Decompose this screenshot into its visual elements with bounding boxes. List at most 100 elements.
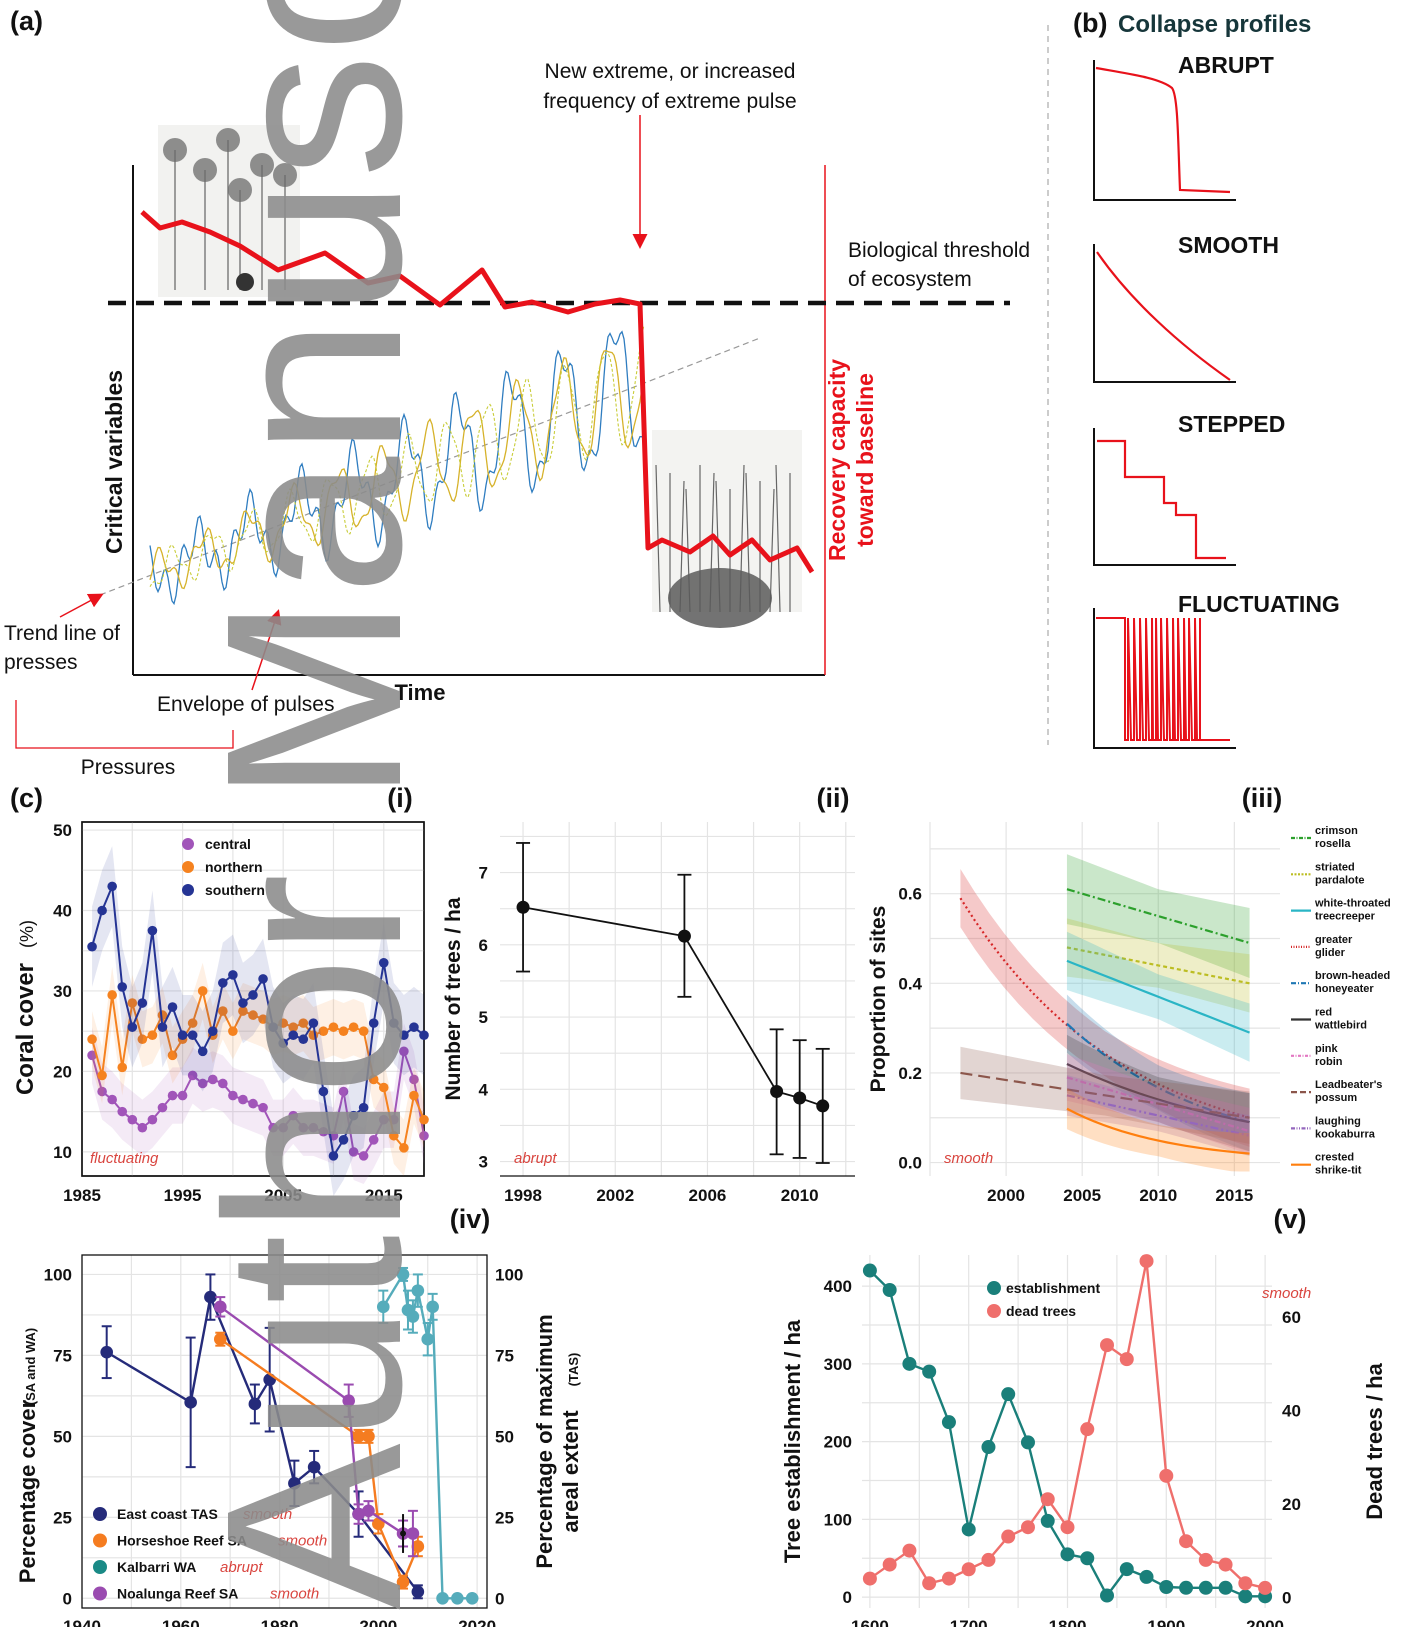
point-southern: [248, 990, 258, 1000]
chart-i-label: (i): [387, 783, 412, 813]
point-establishment: [1198, 1580, 1213, 1595]
y-axis-unit: (%): [17, 920, 37, 948]
point-central: [117, 1106, 128, 1117]
legend-label-line2: possum: [1315, 1092, 1357, 1104]
point-northern: [87, 1034, 97, 1045]
point-northern: [328, 1022, 339, 1032]
chart-v-label: (v): [1274, 1204, 1307, 1234]
watermark: Author Manuscript: [174, 0, 453, 1610]
point-northern: [358, 1026, 369, 1036]
tree-crown: [250, 153, 274, 177]
point-establishment: [1080, 1551, 1095, 1566]
point-East coast TAS: [307, 1460, 321, 1474]
point-Noalunga Reef SA: [352, 1507, 365, 1521]
point-establishment: [1159, 1580, 1174, 1595]
point-northern: [419, 1114, 429, 1125]
point-establishment: [1119, 1562, 1134, 1577]
extreme-annotation-2: frequency of extreme pulse: [543, 90, 796, 113]
point-northern: [248, 1010, 258, 1020]
point-southern: [378, 957, 389, 968]
legend-label-line1: Leadbeater's: [1315, 1079, 1382, 1091]
point-southern: [87, 941, 97, 952]
point-southern: [348, 1110, 359, 1121]
point-southern: [207, 1026, 218, 1036]
point-Kalbarri WA: [451, 1591, 464, 1605]
point-central: [248, 1098, 258, 1109]
legend-label-Noalunga Reef SA: Noalunga Reef SA: [117, 1586, 238, 1602]
legend-swatch-East coast TAS: [93, 1507, 107, 1521]
point-central: [147, 1114, 158, 1125]
point-northern: [97, 1070, 107, 1081]
panel-a-ylabel: Critical variables: [101, 370, 127, 554]
point-dead trees: [961, 1562, 976, 1577]
legend-label-line1: laughing: [1315, 1115, 1361, 1127]
point-dead trees: [1100, 1338, 1115, 1353]
x-tick-label: 2000: [359, 1617, 397, 1627]
profile-fluctuating: FLUCTUATING: [1093, 591, 1340, 749]
point-East coast TAS: [184, 1396, 197, 1409]
point-Kalbarri WA: [396, 1268, 410, 1281]
regrowth-mound: [668, 568, 772, 628]
point-dead trees: [1001, 1529, 1016, 1544]
point-central: [348, 1147, 359, 1157]
panel-b-title: Collapse profiles: [1118, 11, 1311, 38]
point-central: [127, 1114, 138, 1125]
y-tick-label: 75: [53, 1346, 72, 1365]
collapsed-forest-image: [652, 430, 802, 628]
point-Kalbarri WA: [411, 1284, 425, 1297]
legend-label-line1: red: [1315, 1007, 1332, 1019]
point-central: [218, 1078, 228, 1089]
point-dead trees: [922, 1576, 937, 1591]
plot-border: [81, 1254, 488, 1609]
point-establishment: [981, 1440, 996, 1455]
envelope-arrow: [251, 609, 282, 691]
point-northern: [378, 1082, 389, 1093]
legend-swatch-Noalunga Reef SA: [93, 1586, 107, 1601]
panel-a-label: (a): [10, 6, 43, 36]
dead-tree: [655, 464, 661, 613]
point-Noalunga Reef SA: [342, 1394, 356, 1408]
point-northern: [288, 1022, 299, 1032]
y2-tick-label: 50: [495, 1427, 514, 1446]
y-tick-label: 7: [479, 864, 488, 883]
legend-label-line2: robin: [1315, 1056, 1343, 1068]
point-northern: [318, 1026, 329, 1036]
point-southern: [358, 1102, 369, 1113]
point-northern: [338, 1026, 349, 1036]
y-tick-label: 0: [843, 1588, 852, 1607]
x-tick-label: 1900: [1147, 1617, 1185, 1627]
legend-label-line1: striated: [1315, 861, 1355, 873]
pulse-series-blue: [149, 330, 645, 606]
x-tick-label: 1600: [851, 1617, 889, 1627]
chart-iii-label: (iii): [1242, 783, 1283, 813]
panel-a: (a) New extreme, or increased frequency …: [4, 6, 1030, 779]
y2-tick-label: 25: [495, 1508, 514, 1527]
point-southern: [338, 1134, 349, 1145]
legend-label-line2: treecreeper: [1315, 911, 1376, 923]
point-dead trees: [1159, 1468, 1174, 1483]
point-southern: [368, 1018, 379, 1028]
x-tick-label: 2010: [781, 1186, 819, 1205]
point-northern: [167, 1050, 178, 1061]
point-southern: [258, 974, 268, 984]
point-establishment: [922, 1364, 937, 1379]
legend-label-Horseshoe Reef SA: Horseshoe Reef SA: [117, 1533, 247, 1549]
legend-swatch-northern: [182, 861, 194, 873]
point-northern: [107, 990, 117, 1000]
legend-label-line1: crimson: [1315, 825, 1358, 837]
ribbon-greater glider: [960, 869, 1250, 1147]
point-northern: [187, 1018, 198, 1028]
legend-label-dead trees: dead trees: [1006, 1303, 1076, 1319]
y-tick-label: 0: [63, 1589, 72, 1608]
chart-note: abrupt: [514, 1150, 557, 1167]
y-tick-label: 0.2: [898, 1064, 922, 1083]
chart-ii-label: (ii): [817, 783, 850, 813]
point-East coast TAS: [100, 1345, 113, 1359]
y2-tick-label: 60: [1282, 1308, 1301, 1327]
point-central: [197, 1078, 208, 1089]
ribbon-crimson rosella: [1066, 854, 1250, 978]
point-Kalbarri WA: [376, 1300, 390, 1314]
point-central: [268, 1122, 278, 1133]
y2-tick-label: 40: [1282, 1401, 1301, 1420]
point-central: [419, 1130, 429, 1141]
